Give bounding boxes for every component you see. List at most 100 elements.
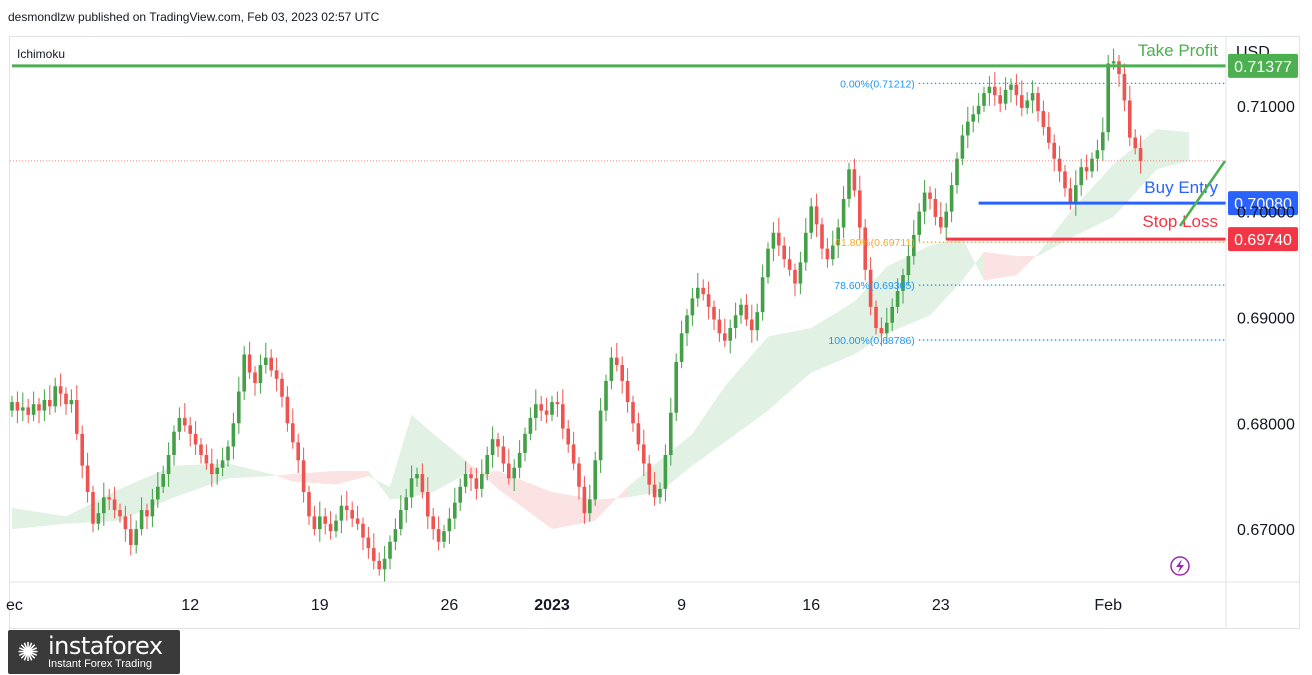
candle-body: [636, 423, 641, 445]
candle: [318, 501, 322, 542]
candle-body: [658, 488, 662, 498]
candle-body: [161, 474, 165, 487]
watermark-tagline: Instant Forex Trading: [48, 658, 152, 670]
candle-body: [463, 474, 468, 487]
cloud-segment: [174, 463, 228, 498]
candle-body: [177, 417, 182, 432]
candle: [53, 377, 57, 413]
candle-body: [674, 361, 678, 413]
candle-body: [1133, 137, 1137, 149]
candle: [598, 397, 603, 473]
candle: [652, 471, 657, 506]
candle: [982, 86, 986, 113]
candle: [847, 162, 851, 208]
candle-body: [717, 319, 722, 334]
cloud-segment: [595, 486, 628, 521]
candle: [447, 507, 452, 544]
candle: [1122, 63, 1127, 112]
candle-body: [912, 234, 916, 257]
candle: [571, 431, 576, 470]
candle: [177, 407, 182, 441]
candle: [253, 366, 257, 396]
candle-body: [798, 262, 803, 284]
candle: [242, 346, 246, 400]
candle-body: [507, 463, 511, 479]
candle: [706, 281, 711, 320]
candle: [1063, 165, 1067, 197]
candle: [555, 391, 560, 417]
candle: [274, 357, 279, 392]
candle: [355, 505, 360, 531]
candle: [1052, 134, 1056, 172]
candle-body: [993, 86, 997, 96]
candle-body: [868, 269, 873, 307]
chart-frame: [9, 36, 1300, 629]
candle: [1014, 74, 1019, 106]
candle: [291, 408, 295, 449]
candle: [1138, 135, 1143, 174]
candle: [685, 308, 689, 347]
cloud-segment: [1113, 129, 1157, 217]
candle-body: [307, 492, 311, 517]
candle-body: [750, 319, 754, 331]
candle-body: [1003, 89, 1008, 104]
candle-body: [26, 407, 30, 415]
publish-header: desmondlzw published on TradingView.com,…: [8, 10, 380, 24]
candle-body: [588, 499, 592, 514]
candle-body: [831, 245, 835, 260]
indicator-legend-label[interactable]: Ichimoku: [17, 47, 66, 61]
candle: [345, 490, 349, 521]
candle: [528, 407, 533, 441]
candle: [199, 438, 203, 464]
candle-body: [237, 391, 241, 424]
candle: [939, 202, 943, 234]
candle-body: [312, 516, 317, 530]
candle-body: [404, 497, 408, 511]
replay-bolt-icon[interactable]: [1170, 556, 1190, 576]
fib-level-label: 100.00%(0.68786): [828, 335, 914, 347]
candle: [782, 237, 786, 268]
candle-body: [183, 417, 187, 426]
candle-body: [296, 442, 300, 461]
candle-body: [1101, 132, 1105, 151]
price-tag: [1228, 227, 1298, 252]
candle-body: [172, 431, 176, 456]
candle-body: [879, 328, 884, 334]
candle: [809, 197, 813, 240]
fib-level-label: 0.00%(0.71212): [840, 78, 915, 90]
candle-body: [301, 460, 306, 493]
candle-body: [739, 304, 743, 316]
candle: [501, 435, 506, 472]
candle-body: [566, 428, 570, 445]
candle-body: [820, 224, 824, 249]
candle-body: [874, 306, 878, 329]
cloud-segment: [1038, 211, 1071, 257]
candle: [820, 217, 824, 260]
candle-body: [917, 211, 921, 235]
candle-body: [1122, 74, 1127, 101]
candle: [1041, 100, 1046, 136]
candle-body: [220, 460, 225, 468]
candle-body: [328, 523, 333, 532]
candle: [1133, 129, 1137, 155]
candle: [1020, 80, 1024, 117]
candle-body: [652, 484, 657, 498]
candle-body: [706, 294, 711, 307]
candle-body: [841, 198, 846, 228]
candle: [1095, 139, 1100, 172]
candle-body: [64, 393, 68, 405]
candle: [944, 203, 948, 241]
cloud-segment: [12, 507, 66, 530]
candle: [912, 220, 916, 265]
candle-body: [15, 402, 20, 411]
x-tick-label: ec: [6, 597, 23, 614]
candle: [442, 524, 446, 549]
trend-arrow: [1178, 160, 1227, 227]
candle: [631, 395, 635, 432]
candle-body: [544, 410, 549, 415]
candle-body: [247, 354, 252, 373]
candle: [793, 263, 797, 297]
candle: [296, 433, 300, 473]
cloud-segment: [930, 238, 963, 316]
